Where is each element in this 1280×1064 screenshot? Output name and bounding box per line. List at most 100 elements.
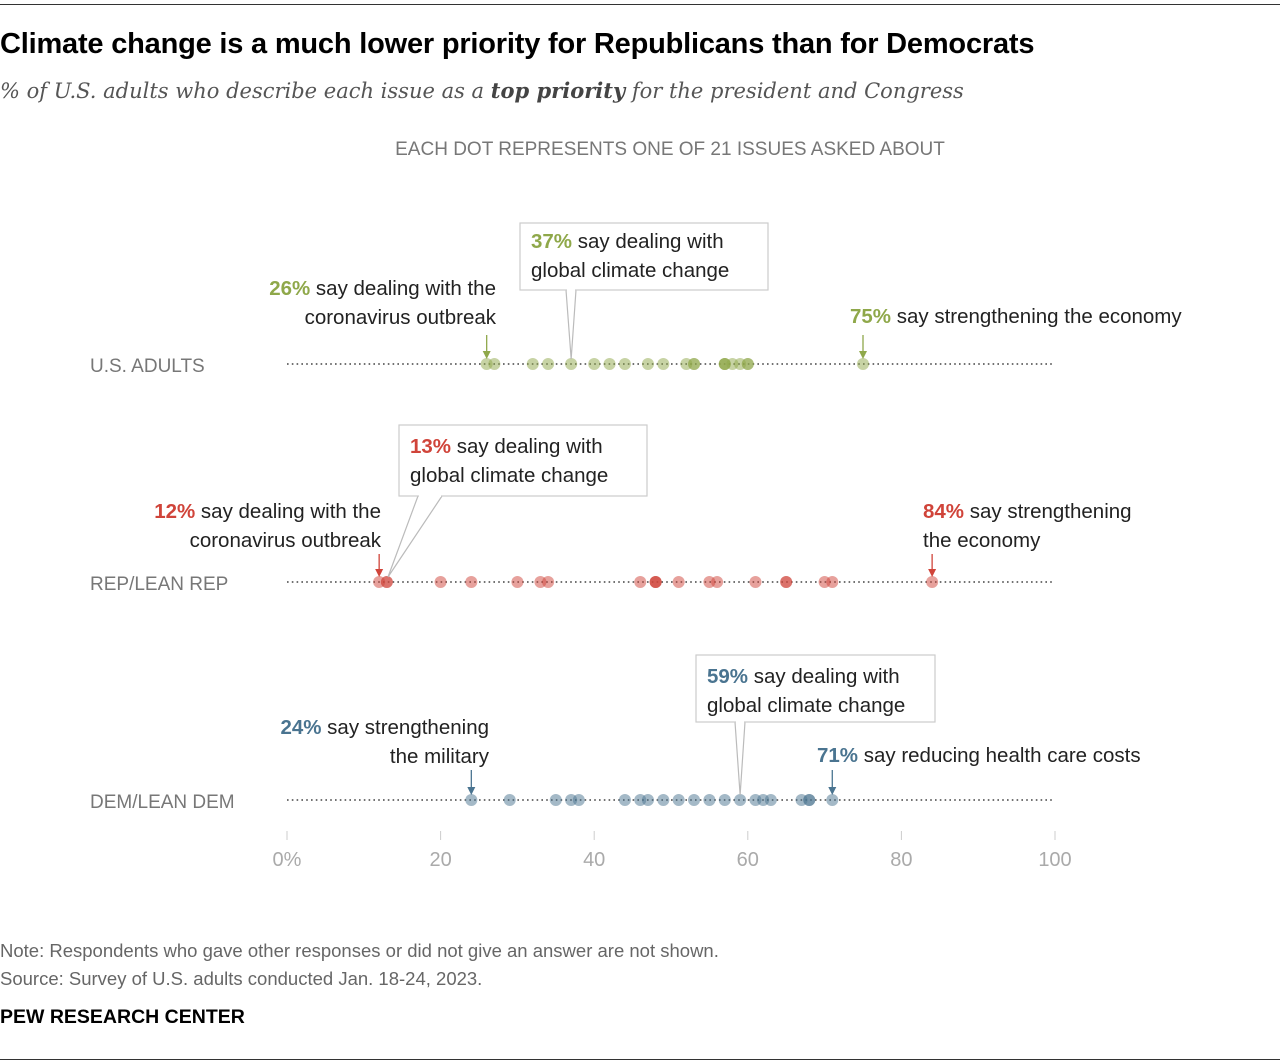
callout-pointer [565, 289, 577, 360]
annotation-label: 12% say dealing with the [154, 500, 381, 523]
data-dot [657, 794, 670, 806]
annotation-text: say strengthening the economy [891, 305, 1182, 328]
data-dot [926, 576, 939, 588]
top-rule [0, 4, 1280, 5]
data-dot [703, 794, 716, 806]
annotation-label: 24% say strengthening [280, 716, 489, 739]
data-dot [734, 794, 747, 806]
annotation-text: say dealing with [748, 665, 900, 688]
data-dot [549, 794, 562, 806]
x-tick-label: 80 [890, 849, 912, 871]
annotation-label: the economy [923, 529, 1041, 552]
data-dot [641, 358, 654, 370]
annotation-left-arrow: 12% say dealing with the coronavirus outb… [154, 500, 384, 577]
annotation-right-arrow: 71% say reducing health care costs [817, 744, 1141, 795]
annotation-percent: 26% [269, 277, 310, 300]
annotation-percent: 37% [531, 230, 572, 253]
callout-label: 37% say dealing with [531, 230, 724, 253]
annotation-percent: 24% [280, 716, 321, 739]
data-dot [741, 358, 754, 370]
data-dot [572, 794, 585, 806]
callout-label: 59% say dealing with [707, 665, 900, 688]
data-dot [542, 576, 555, 588]
annotation-label: 71% say reducing health care costs [817, 744, 1141, 767]
arrow-head-icon [467, 787, 476, 795]
data-dot [588, 358, 601, 370]
subtitle-emphasis: top priority [490, 78, 626, 103]
row-label: DEM/LEAN DEM [90, 792, 235, 813]
annotation-label: 75% say strengthening the economy [850, 305, 1182, 328]
data-dot [688, 358, 701, 370]
row-dem-lean-dem: DEM/LEAN DEM 24% say strengthening the mil… [90, 654, 1141, 813]
data-dot [672, 794, 685, 806]
annotation-label: 26% say dealing with the [269, 277, 496, 300]
data-dot [826, 794, 839, 806]
annotation-right-arrow: 84% say strengthening the economy [923, 500, 1132, 577]
data-dot [803, 794, 816, 806]
annotation-percent: 84% [923, 500, 964, 523]
data-dot [780, 576, 793, 588]
data-dot [434, 576, 447, 588]
bottom-rule [0, 1059, 1280, 1060]
arrow-head-icon [859, 351, 867, 359]
callout-pointer [387, 495, 443, 578]
row-rep-lean-rep: REP/LEAN REP 12% say dealing with the coro… [90, 424, 1132, 595]
data-dot [749, 576, 762, 588]
arrow-head-icon [482, 351, 491, 359]
data-dot [603, 358, 616, 370]
x-tick-label: 20 [429, 849, 451, 871]
annotation-text: say dealing with [572, 230, 724, 253]
x-tick-label: 100 [1038, 849, 1071, 871]
annotation-percent: 71% [817, 744, 858, 767]
annotation-percent: 12% [154, 500, 195, 523]
annotation-text: say dealing with the [310, 277, 496, 300]
data-dot [511, 576, 524, 588]
annotation-label: 84% say strengthening [923, 500, 1132, 523]
annotation-percent: 13% [410, 435, 451, 458]
data-dot [503, 794, 516, 806]
data-dot [526, 358, 539, 370]
callout-box [398, 424, 648, 497]
data-dot [618, 794, 631, 806]
data-dot [641, 794, 654, 806]
annotation-label: coronavirus outbreak [305, 306, 497, 329]
callout-label: global climate change [531, 259, 729, 282]
data-dot [657, 358, 670, 370]
row-label: U.S. ADULTS [90, 356, 205, 377]
callout-label: 13% say dealing with [410, 435, 603, 458]
data-dot [672, 576, 685, 588]
x-tick-label: 40 [583, 849, 605, 871]
callout-pointer [734, 721, 746, 796]
callout-label: global climate change [410, 464, 608, 487]
annotation-callout: 37% say dealing with global climate chang… [519, 222, 769, 360]
annotation-percent: 75% [850, 305, 891, 328]
arrow-head-icon [375, 569, 384, 577]
note-text: Note: Respondents who gave other respons… [0, 940, 719, 961]
data-dot [634, 576, 647, 588]
subtitle-text: % of U.S. adults who describe each issue… [0, 79, 491, 103]
arrow-head-icon [828, 787, 837, 795]
annotation-label: coronavirus outbreak [190, 529, 382, 552]
callout-box [519, 222, 769, 291]
data-dot [718, 794, 731, 806]
x-axis: 0% 20 40 60 80 100 [273, 831, 1072, 871]
callout-label: global climate change [707, 694, 905, 717]
annotation-right-arrow: 75% say strengthening the economy [850, 305, 1182, 359]
data-dot [857, 358, 869, 370]
brand-logo-text: PEW RESEARCH CENTER [0, 1006, 245, 1028]
row-label: REP/LEAN REP [90, 574, 228, 595]
source-text: Source: Survey of U.S. adults conducted … [0, 968, 483, 989]
data-dot [711, 576, 724, 588]
data-dot [688, 794, 701, 806]
annotation-label: the military [390, 745, 490, 768]
data-dot [465, 794, 478, 806]
annotation-text: say strengthening [964, 500, 1132, 523]
data-dot [618, 358, 631, 370]
chart-subtitle: % of U.S. adults who describe each issue… [0, 78, 964, 103]
annotation-left-arrow: 24% say strengthening the military [280, 716, 490, 795]
data-dot [565, 358, 578, 370]
annotation-text: say dealing with the [195, 500, 381, 523]
annotation-text: say dealing with [451, 435, 603, 458]
data-dot [649, 576, 662, 588]
